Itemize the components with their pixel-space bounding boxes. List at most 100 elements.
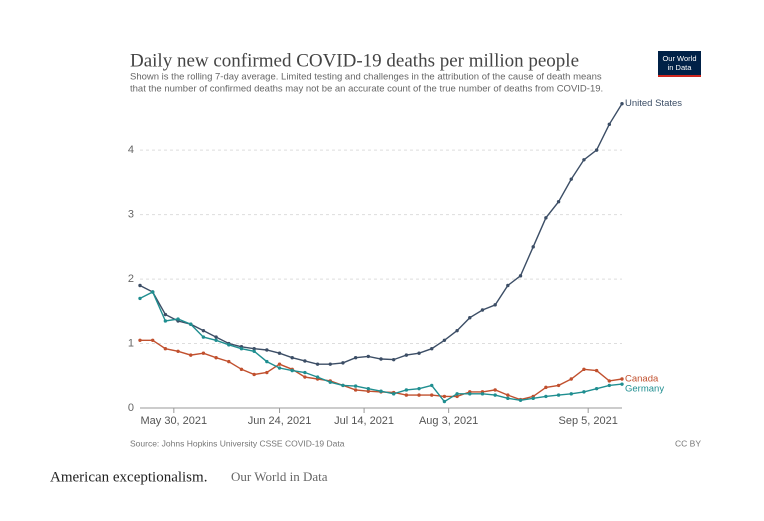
- point: [353, 388, 358, 392]
- point: [430, 346, 434, 351]
- subtitle: that the number of confirmed deaths may …: [130, 84, 603, 95]
- point: [404, 393, 409, 397]
- point: [252, 372, 256, 377]
- y-tick-label: 0: [128, 402, 134, 414]
- point: [239, 367, 244, 372]
- point: [569, 392, 573, 396]
- point: [277, 351, 282, 355]
- chart-title: Daily new confirmed COVID-19 deaths per …: [130, 50, 579, 71]
- point: [138, 338, 142, 343]
- logo-text: in Data: [668, 63, 693, 72]
- logo-box: [658, 51, 701, 75]
- point: [404, 388, 409, 392]
- point: [544, 216, 548, 220]
- point: [468, 316, 472, 320]
- y-tick-label: 2: [128, 273, 134, 285]
- point: [328, 362, 332, 366]
- point: [556, 393, 561, 397]
- point: [150, 338, 155, 343]
- point: [442, 338, 447, 343]
- x-tick-label: Jun 24, 2021: [248, 415, 312, 427]
- point: [582, 390, 586, 394]
- y-tick-label: 4: [128, 144, 134, 156]
- point: [594, 386, 599, 391]
- point: [366, 386, 371, 391]
- point: [277, 366, 282, 370]
- point: [506, 393, 510, 397]
- series-line: [139, 291, 623, 403]
- point: [455, 394, 459, 399]
- point: [277, 362, 282, 366]
- point: [620, 102, 624, 106]
- point: [150, 290, 155, 294]
- point: [303, 370, 307, 375]
- point: [201, 328, 206, 333]
- point: [189, 353, 193, 357]
- point: [163, 312, 168, 317]
- point: [366, 389, 371, 393]
- point: [303, 375, 307, 379]
- subtitle: Shown is the rolling 7-day average. Limi…: [130, 72, 602, 83]
- point: [315, 362, 320, 366]
- point: [176, 349, 180, 353]
- point: [227, 359, 231, 364]
- point: [442, 399, 447, 404]
- point: [468, 392, 472, 396]
- point: [506, 396, 510, 401]
- x-tick-label: Jul 14, 2021: [334, 415, 394, 427]
- point: [379, 389, 383, 393]
- point: [493, 393, 497, 397]
- point: [582, 367, 586, 372]
- logo-bar: [658, 75, 701, 77]
- point: [265, 359, 269, 364]
- point: [518, 274, 523, 278]
- point: [582, 158, 586, 162]
- point: [328, 380, 332, 384]
- point: [506, 283, 510, 288]
- point: [569, 177, 573, 181]
- license: CC BY: [675, 438, 701, 448]
- point: [518, 398, 523, 402]
- y-tick-label: 1: [128, 337, 134, 349]
- y-tick-label: 3: [128, 209, 134, 221]
- logo-text: Our World: [662, 54, 696, 63]
- point: [138, 296, 142, 301]
- point: [455, 392, 459, 396]
- point: [138, 283, 142, 288]
- point: [353, 384, 358, 388]
- point: [544, 385, 548, 390]
- point: [214, 356, 218, 360]
- point: [531, 245, 535, 249]
- series-label: United States: [625, 98, 682, 109]
- point: [252, 349, 256, 353]
- point: [290, 356, 294, 360]
- point: [315, 375, 320, 379]
- point: [442, 394, 447, 399]
- point: [265, 370, 269, 375]
- point: [252, 346, 256, 351]
- point: [607, 383, 612, 388]
- caption: American exceptionalism.: [50, 469, 207, 485]
- point: [391, 357, 396, 362]
- point: [201, 351, 206, 355]
- point: [493, 303, 497, 307]
- point: [176, 317, 180, 321]
- point: [379, 357, 383, 361]
- point: [239, 346, 244, 351]
- point: [556, 200, 561, 204]
- point: [391, 392, 396, 396]
- series-label: Germany: [625, 384, 664, 395]
- point: [556, 383, 561, 388]
- point: [607, 122, 612, 127]
- point: [455, 328, 459, 333]
- point: [493, 388, 497, 392]
- point: [430, 383, 434, 388]
- point: [531, 396, 535, 401]
- point: [189, 322, 193, 326]
- point: [163, 346, 168, 351]
- series-label: Canada: [625, 374, 659, 385]
- point: [303, 359, 307, 363]
- point: [341, 361, 345, 365]
- point: [480, 392, 485, 396]
